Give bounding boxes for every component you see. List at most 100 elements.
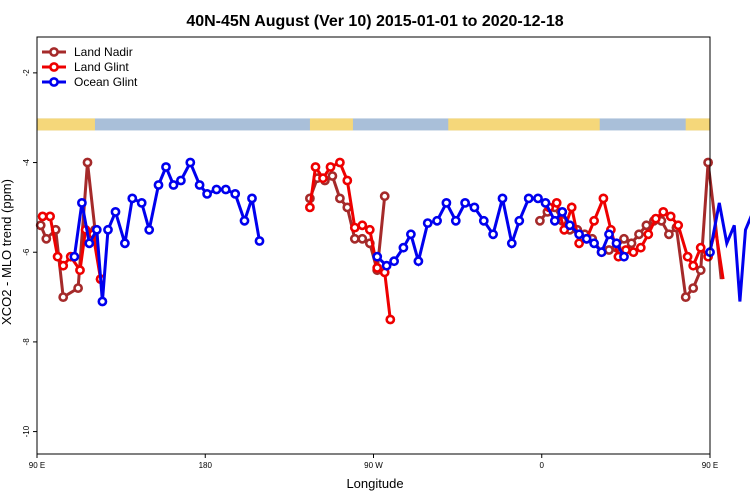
data-point	[127, 193, 138, 204]
data-point	[168, 180, 179, 190]
data-point	[628, 247, 639, 258]
data-point	[664, 229, 674, 240]
data-point	[211, 184, 222, 195]
y-axis-label: XCO2 - MLO trend (ppm)	[0, 179, 14, 325]
data-point	[626, 238, 637, 249]
data-point	[35, 220, 46, 231]
data-point	[635, 242, 646, 253]
data-point	[334, 193, 345, 204]
x-tick-label: 90 E	[29, 461, 45, 470]
data-point	[619, 251, 629, 262]
data-point	[643, 229, 654, 240]
data-point	[450, 215, 461, 226]
data-point	[342, 175, 353, 186]
x-tick-label: 90 E	[702, 461, 718, 470]
data-point	[596, 247, 607, 258]
data-point	[381, 260, 392, 271]
land-segment	[685, 118, 710, 131]
data-point	[432, 215, 442, 226]
data-point	[673, 220, 684, 231]
data-point	[604, 229, 614, 240]
legend-label: Land Nadir	[74, 45, 133, 59]
data-point	[357, 220, 368, 231]
data-point	[557, 206, 568, 217]
data-point	[566, 202, 577, 213]
legend-label: Ocean Glint	[74, 75, 138, 89]
series-line	[708, 202, 750, 302]
data-point	[327, 171, 338, 181]
x-tick-label: 0	[540, 461, 545, 470]
ocean-strip	[37, 118, 710, 131]
data-point	[379, 191, 390, 202]
legend-marker	[49, 77, 59, 87]
data-point	[658, 206, 669, 217]
data-point	[318, 173, 328, 184]
data-point	[665, 211, 676, 222]
data-point	[385, 314, 396, 325]
data-point	[97, 296, 108, 307]
data-point	[634, 229, 644, 240]
data-point	[533, 193, 543, 204]
data-point	[535, 215, 545, 226]
data-point	[73, 283, 83, 293]
data-point	[239, 215, 250, 226]
data-point	[514, 215, 525, 226]
data-point	[91, 224, 102, 235]
data-point	[349, 233, 360, 244]
data-point	[551, 197, 562, 208]
land-segment	[37, 118, 95, 131]
data-point	[110, 206, 121, 217]
data-point	[334, 157, 345, 168]
data-point	[69, 251, 80, 262]
data-point	[695, 242, 706, 253]
data-point	[413, 256, 424, 267]
chart-title: 40N-45N August (Ver 10) 2015-01-01 to 20…	[186, 13, 563, 30]
data-point	[364, 224, 375, 235]
data-point	[564, 220, 575, 231]
data-point	[574, 229, 584, 240]
data-point	[45, 211, 55, 222]
data-point	[469, 202, 480, 213]
y-tick-label: -4	[22, 158, 31, 166]
data-point	[153, 180, 164, 190]
data-point	[120, 238, 130, 249]
y-tick-label: -10	[22, 425, 31, 437]
data-point	[144, 224, 155, 235]
data-point	[103, 224, 113, 235]
data-point	[619, 233, 629, 244]
data-point	[325, 162, 336, 172]
data-point	[41, 233, 52, 244]
data-point	[82, 157, 93, 168]
data-point	[75, 265, 85, 276]
data-point	[310, 162, 321, 172]
data-point	[688, 260, 699, 271]
data-point	[598, 193, 609, 204]
x-axis-label: Longitude	[346, 476, 403, 491]
data-point	[349, 222, 360, 233]
x-axis: 90 E 180 90 W 0 90 E	[29, 454, 718, 470]
series-line	[72, 158, 261, 302]
data-point	[540, 197, 551, 208]
data-point	[175, 175, 186, 186]
data-point	[84, 238, 95, 249]
data-point	[650, 213, 661, 224]
legend-label: Land Glint	[74, 60, 129, 74]
data-point	[398, 242, 409, 253]
data-point	[478, 215, 489, 226]
data-point	[220, 184, 231, 195]
data-point	[202, 188, 212, 199]
data-point	[641, 220, 652, 231]
data-point	[389, 256, 399, 267]
data-point	[611, 238, 622, 249]
data-point	[574, 238, 584, 249]
land-segment	[448, 118, 600, 131]
x-tick-label: 180	[199, 461, 213, 470]
data-point	[549, 215, 560, 226]
legend-marker	[49, 62, 59, 72]
data-point	[357, 233, 368, 244]
data-point	[304, 202, 315, 213]
series-layer	[35, 157, 750, 325]
data-point	[695, 265, 706, 276]
